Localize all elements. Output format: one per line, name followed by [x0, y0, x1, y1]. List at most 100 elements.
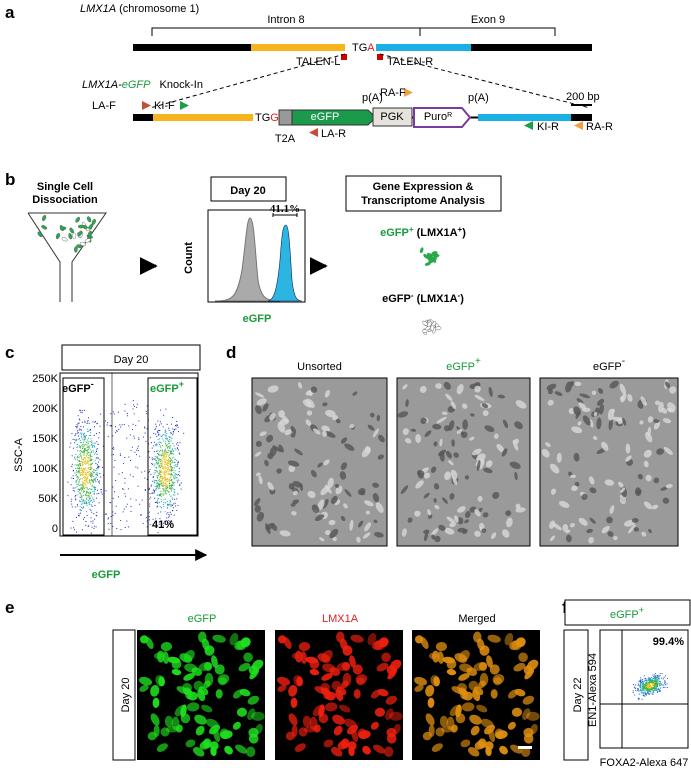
dot [648, 682, 650, 684]
cell [433, 483, 440, 490]
dot [652, 693, 654, 695]
cell [575, 411, 581, 419]
image-label: eGFP- [593, 356, 625, 373]
cell [332, 536, 337, 542]
nucleus [432, 650, 440, 663]
cell [424, 430, 432, 437]
dot [87, 494, 89, 496]
dot [177, 431, 179, 433]
dot [166, 481, 168, 483]
cell [435, 383, 442, 389]
cell [445, 450, 452, 459]
dot [656, 690, 658, 692]
dot [164, 468, 166, 470]
dot [91, 458, 93, 460]
dot [163, 463, 165, 465]
dot [160, 483, 162, 485]
dot [173, 475, 175, 477]
dot [96, 493, 98, 495]
cell [464, 475, 470, 480]
dot [83, 454, 85, 456]
dot [145, 440, 147, 442]
nucleus [425, 684, 435, 697]
dot [86, 515, 88, 517]
cell [262, 403, 269, 412]
dot [167, 477, 169, 479]
cell [665, 381, 671, 388]
dot [162, 471, 164, 473]
dot [664, 681, 666, 683]
dot [76, 464, 78, 466]
nucleus [446, 668, 457, 676]
dot [170, 467, 172, 469]
dot [96, 479, 98, 481]
dot [652, 687, 654, 689]
dot [90, 464, 92, 466]
x-axis-label: eGFP [243, 313, 272, 325]
cell [72, 232, 77, 240]
dot [84, 500, 86, 502]
nucleus [167, 656, 181, 664]
dot [100, 413, 102, 415]
dot [177, 442, 179, 444]
dot [170, 464, 172, 466]
dot [93, 469, 95, 471]
dot [115, 505, 117, 507]
dot [169, 500, 171, 502]
dot [157, 488, 159, 490]
cell [443, 381, 451, 390]
cell [256, 472, 261, 477]
cell [432, 423, 442, 430]
dot [158, 502, 160, 504]
dot [83, 437, 85, 439]
dot [80, 497, 82, 499]
dot [137, 467, 139, 469]
dot [163, 483, 165, 485]
dot [658, 680, 660, 682]
nucleus [526, 659, 539, 671]
histogram-pos [267, 224, 303, 302]
dot [647, 686, 649, 688]
nucleus [182, 683, 193, 693]
dot [162, 454, 164, 456]
cell [461, 403, 468, 409]
dot [160, 493, 162, 495]
dot [92, 480, 94, 482]
dot [657, 677, 659, 679]
dot [161, 454, 163, 456]
dot [158, 486, 160, 488]
cell [307, 490, 316, 499]
dot [79, 445, 81, 447]
analysis-box [345, 175, 502, 212]
plot-title: Day 20 [114, 354, 149, 366]
nucleus [331, 747, 343, 757]
dot [79, 447, 81, 449]
dot [131, 446, 133, 448]
dot [170, 460, 172, 462]
dissociation-label: Dissociation [32, 194, 98, 206]
dot [148, 511, 150, 513]
dot [654, 673, 656, 675]
dot [161, 485, 163, 487]
cell [468, 436, 475, 441]
cell [645, 431, 653, 443]
dot [153, 445, 155, 447]
exon [376, 44, 471, 51]
cell [364, 500, 374, 507]
dot [647, 690, 649, 692]
nucleus [147, 731, 157, 741]
dot [647, 679, 649, 681]
cell [362, 532, 371, 539]
cell [254, 451, 262, 457]
dot [161, 463, 163, 465]
dot [76, 485, 78, 487]
dot [163, 483, 165, 485]
dot [157, 457, 159, 459]
nucleus [224, 745, 233, 755]
dot [156, 425, 158, 427]
dot [155, 480, 157, 482]
cell [449, 493, 455, 500]
dot [115, 432, 117, 434]
dot [154, 455, 156, 457]
dot [106, 424, 108, 426]
